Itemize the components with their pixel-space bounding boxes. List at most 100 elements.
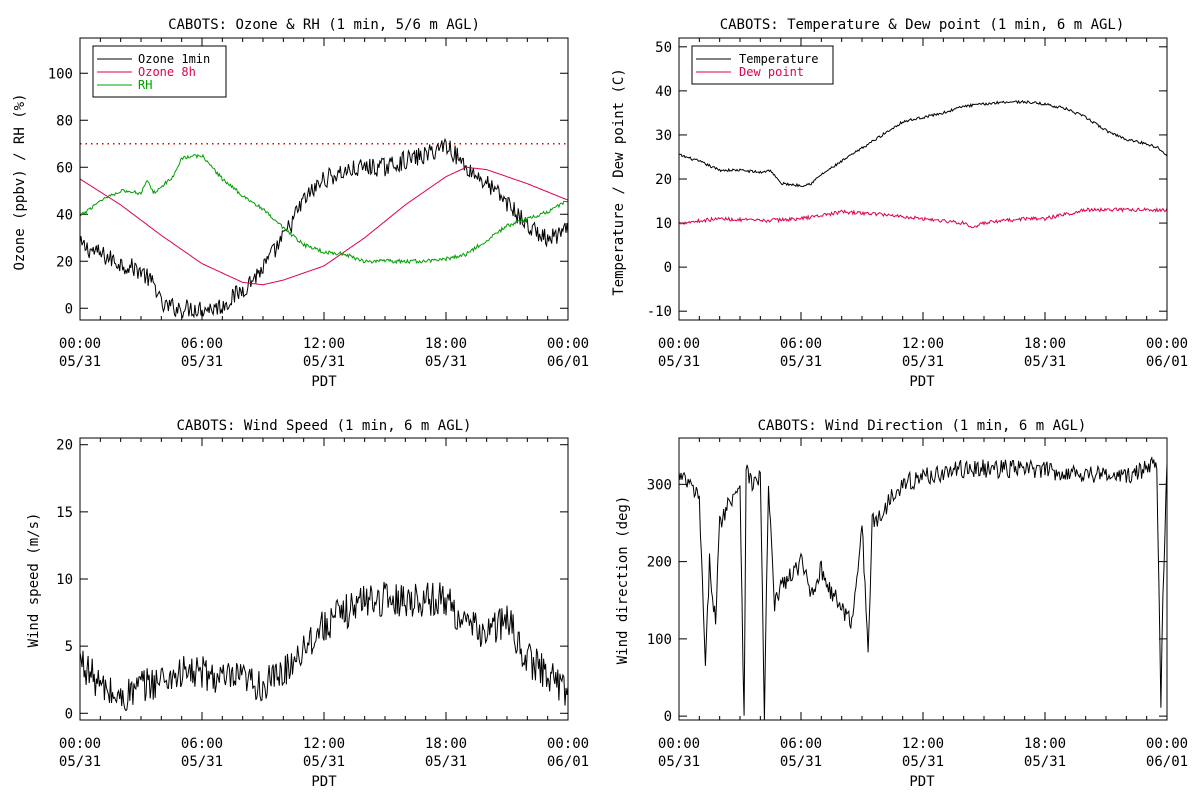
legend-box — [691, 45, 834, 85]
x-tick-label: 12:00 — [303, 736, 345, 752]
x-tick-label: 06:00 — [780, 336, 822, 352]
panel-temperature-dewpoint: CABOTS: Temperature & Dew point (1 min, … — [611, 17, 1188, 390]
plot-frame — [678, 437, 1168, 721]
panel-wind-speed: CABOTS: Wind Speed (1 min, 6 m AGL) Wind… — [26, 418, 589, 790]
y-tick-label: 30 — [655, 128, 672, 144]
x-tick-label: 05/31 — [425, 754, 467, 770]
x-tick-label: 05/31 — [59, 354, 101, 370]
series-line-rh — [79, 153, 569, 265]
x-tick-label: 06/01 — [547, 754, 589, 770]
y-tick-label: 0 — [664, 260, 672, 276]
x-tick-label: 12:00 — [902, 336, 944, 352]
y-tick-label: 0 — [65, 301, 73, 317]
series-layer — [79, 137, 569, 319]
x-tick-label: 05/31 — [303, 754, 345, 770]
plot-frame — [79, 437, 569, 721]
series-line-series-0 — [79, 581, 569, 712]
x-tick-label: 18:00 — [1024, 736, 1066, 752]
series-line-ozone-1min — [79, 137, 569, 319]
x-tick-label: 06/01 — [1146, 354, 1188, 370]
series-line-temperature — [678, 99, 1168, 188]
x-tick-label: 05/31 — [780, 754, 822, 770]
x-tick-label: 00:00 — [547, 336, 589, 352]
series-layer — [678, 456, 1168, 721]
x-axis-label: PDT — [909, 774, 935, 790]
legend: Temperature Dew point — [691, 45, 834, 85]
x-tick-label: 00:00 — [59, 736, 101, 752]
y-tick-label: 80 — [56, 113, 73, 129]
y-axis-label: Wind speed (m/s) — [26, 513, 42, 648]
x-tick-label: 05/31 — [181, 754, 223, 770]
x-tick-label: 06/01 — [547, 354, 589, 370]
x-tick-label: 05/31 — [658, 354, 700, 370]
series-line-dew-point — [678, 206, 1168, 229]
x-axis: 00:00 05/31 06:00 05/31 12:00 05/31 18:00 05/31… — [59, 38, 589, 370]
x-tick-label: 06:00 — [181, 336, 223, 352]
x-tick-label: 05/31 — [425, 354, 467, 370]
legend-label: Ozone 1min — [138, 52, 210, 66]
y-axis-label: Ozone (ppbv) / RH (%) — [12, 93, 28, 270]
x-tick-label: 05/31 — [658, 754, 700, 770]
chart-title: CABOTS: Ozone & RH (1 min, 5/6 m AGL) — [168, 17, 480, 33]
y-tick-label: 20 — [56, 438, 73, 454]
y-tick-label: 40 — [56, 207, 73, 223]
x-tick-label: 05/31 — [902, 754, 944, 770]
legend-label: Ozone 8h — [138, 65, 196, 79]
x-tick-label: 00:00 — [547, 736, 589, 752]
y-axis: 0 20 40 60 80 100 — [48, 66, 568, 317]
y-tick-label: 40 — [655, 84, 672, 100]
series-line-ozone-8h — [79, 166, 569, 286]
y-axis: 0 100 200 300 — [647, 477, 1167, 725]
series-line-series-0 — [678, 456, 1168, 721]
x-tick-label: 05/31 — [303, 354, 345, 370]
x-tick-label: 00:00 — [658, 336, 700, 352]
panel-ozone-rh: CABOTS: Ozone & RH (1 min, 5/6 m AGL) Oz… — [12, 17, 589, 390]
x-tick-label: 05/31 — [59, 754, 101, 770]
y-tick-label: 15 — [56, 505, 73, 521]
x-tick-label: 18:00 — [425, 336, 467, 352]
x-tick-label: 12:00 — [303, 336, 345, 352]
chart-title: CABOTS: Temperature & Dew point (1 min, … — [720, 17, 1125, 33]
x-tick-label: 00:00 — [1146, 736, 1188, 752]
panel-wind-direction: CABOTS: Wind Direction (1 min, 6 m AGL) … — [615, 418, 1188, 790]
series-layer — [678, 99, 1168, 229]
x-axis-label: PDT — [311, 774, 337, 790]
y-tick-label: 5 — [65, 639, 73, 655]
plot-frame — [678, 37, 1168, 321]
y-axis-label: Wind direction (deg) — [615, 496, 631, 665]
x-tick-label: 00:00 — [658, 736, 700, 752]
x-tick-label: 05/31 — [1024, 354, 1066, 370]
x-tick-label: 00:00 — [59, 336, 101, 352]
y-tick-label: 200 — [647, 555, 672, 571]
legend: Ozone 1min Ozone 8h RH — [92, 45, 227, 98]
y-tick-label: 10 — [655, 216, 672, 232]
y-tick-label: 100 — [48, 66, 73, 82]
x-tick-label: 06/01 — [1146, 754, 1188, 770]
x-axis: 00:00 05/31 06:00 05/31 12:00 05/31 18:00 05/31… — [59, 438, 589, 770]
x-axis: 00:00 05/31 06:00 05/31 12:00 05/31 18:00 05/31… — [658, 38, 1188, 370]
y-tick-label: 300 — [647, 477, 672, 493]
x-axis: 00:00 05/31 06:00 05/31 12:00 05/31 18:00 05/31… — [658, 438, 1188, 770]
y-tick-label: 100 — [647, 632, 672, 648]
y-tick-label: -10 — [647, 304, 672, 320]
y-tick-label: 10 — [56, 572, 73, 588]
series-layer — [79, 581, 569, 712]
y-tick-label: 50 — [655, 40, 672, 56]
y-axis-label: Temperature / Dew point (C) — [611, 68, 627, 296]
x-tick-label: 05/31 — [181, 354, 223, 370]
chart-title: CABOTS: Wind Speed (1 min, 6 m AGL) — [176, 418, 471, 434]
x-tick-label: 12:00 — [902, 736, 944, 752]
y-tick-label: 20 — [655, 172, 672, 188]
y-tick-label: 20 — [56, 254, 73, 270]
x-tick-label: 18:00 — [1024, 336, 1066, 352]
y-axis: 0 5 10 15 20 — [56, 438, 568, 722]
x-axis-label: PDT — [311, 374, 337, 390]
x-tick-label: 00:00 — [1146, 336, 1188, 352]
x-tick-label: 05/31 — [780, 354, 822, 370]
x-tick-label: 05/31 — [1024, 754, 1066, 770]
y-tick-label: 0 — [65, 706, 73, 722]
x-tick-label: 06:00 — [780, 736, 822, 752]
x-tick-label: 05/31 — [902, 354, 944, 370]
x-tick-label: 18:00 — [425, 736, 467, 752]
